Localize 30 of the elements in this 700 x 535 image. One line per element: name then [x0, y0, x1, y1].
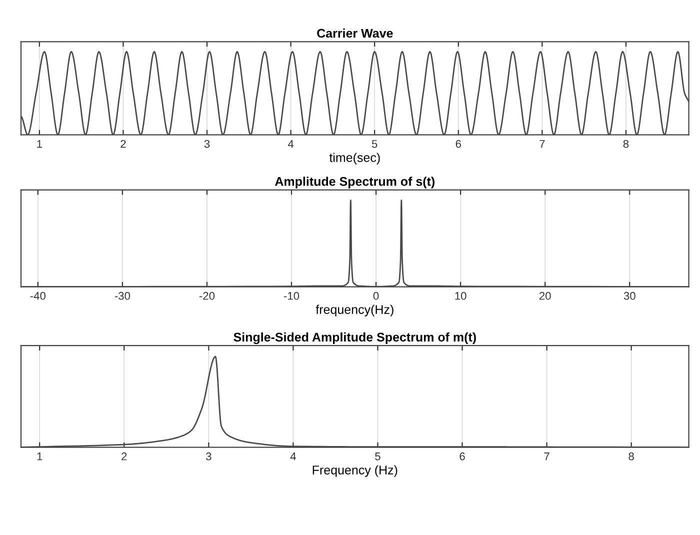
x-tick-label: 10 [455, 292, 466, 300]
x-tick-label: 3 [206, 452, 212, 460]
x-tick-label: 4 [290, 452, 296, 460]
x-tick-label: 20 [539, 292, 551, 300]
x-tick-label: 2 [120, 140, 126, 148]
x-axis-title: Frequency (Hz) [312, 465, 398, 477]
x-tick-label: 5 [372, 140, 378, 148]
x-tick-label: 8 [623, 140, 629, 148]
chart-title: Carrier Wave [317, 28, 393, 38]
x-tick-label: 3 [204, 140, 210, 148]
x-tick-label: 0 [373, 292, 379, 300]
x-tick-label: 6 [456, 140, 461, 148]
x-tick-label: 4 [288, 140, 294, 148]
x-tick-label: 1 [37, 140, 42, 148]
x-axis-title: frequency(Hz) [316, 304, 394, 316]
x-tick-label: 8 [628, 452, 634, 460]
x-tick-label: 30 [624, 292, 636, 300]
chart-title: Single-Sided Amplitude Spectrum of m(t) [234, 332, 476, 344]
x-tick-label: -10 [284, 292, 300, 300]
x-tick-label: 7 [544, 452, 550, 460]
x-tick-label: -40 [30, 292, 46, 300]
x-tick-label: 6 [460, 452, 465, 460]
x-tick-label: -20 [199, 292, 215, 300]
x-tick-label: 5 [375, 452, 380, 460]
x-tick-label: -30 [114, 292, 130, 300]
x-tick-label: 1 [37, 452, 42, 460]
x-tick-label: 2 [122, 452, 127, 460]
chart-title: Amplitude Spectrum of s(t) [275, 176, 434, 188]
x-axis-title: time(sec) [329, 152, 380, 164]
x-tick-label: 7 [540, 140, 545, 148]
